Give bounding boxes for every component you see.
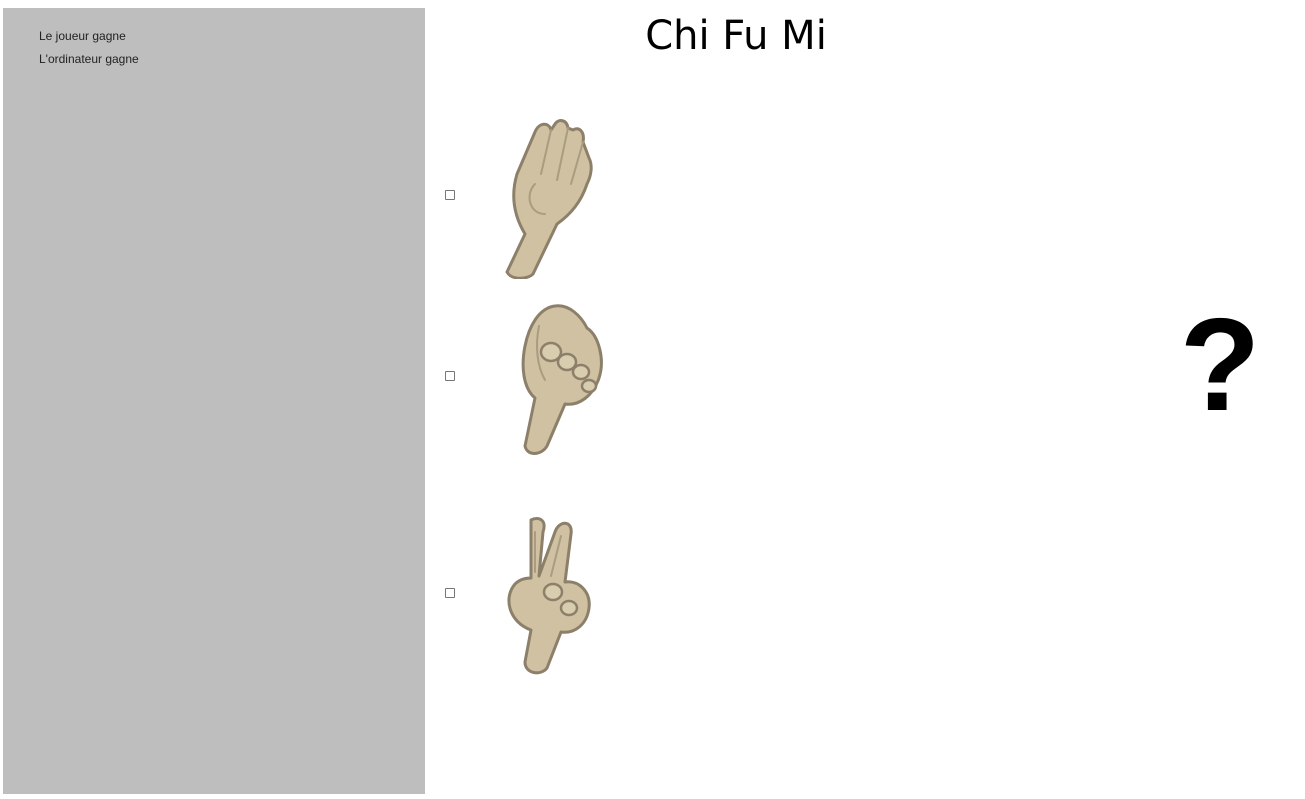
computer-choice: ? [1179, 291, 1261, 438]
scissors-hand-icon[interactable] [495, 512, 605, 677]
page-title: Chi Fu Mi [645, 13, 827, 59]
rock-checkbox[interactable] [445, 371, 455, 381]
computer-wins-label: L'ordinateur gagne [39, 52, 139, 66]
rock-fist-icon[interactable] [495, 296, 605, 461]
scissors-checkbox[interactable] [445, 588, 455, 598]
score-panel: Le joueur gagne L'ordinateur gagne [3, 8, 425, 794]
paper-hand-icon[interactable] [495, 114, 605, 279]
choice-paper[interactable] [440, 114, 640, 279]
paper-checkbox[interactable] [445, 190, 455, 200]
choice-scissors[interactable] [440, 512, 640, 675]
player-wins-label: Le joueur gagne [39, 29, 126, 43]
choice-rock[interactable] [440, 296, 640, 456]
